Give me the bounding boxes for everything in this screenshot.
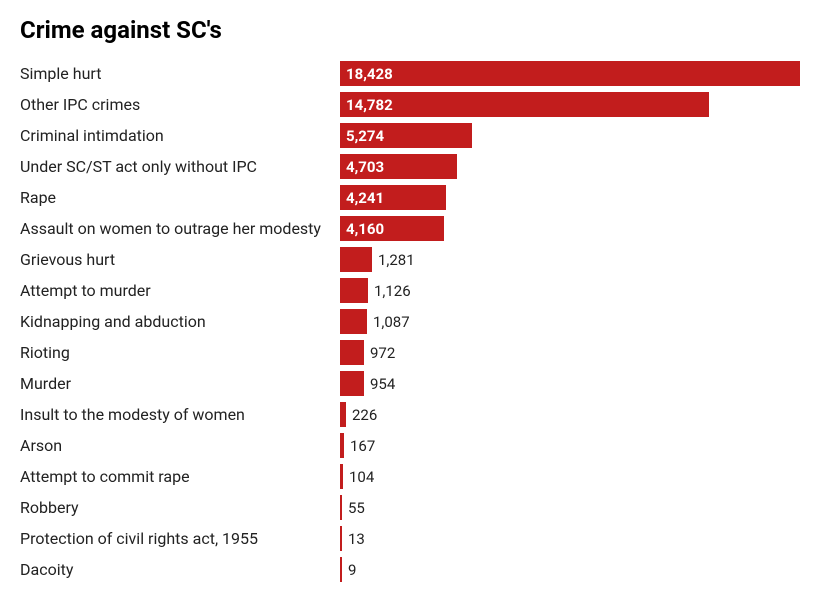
row-label: Protection of civil rights act, 1955: [20, 529, 340, 548]
chart-row: Rape4,241: [20, 182, 800, 213]
bar-value: 4,160: [340, 220, 390, 238]
row-track: 14,782: [340, 89, 800, 120]
chart-row: Attempt to commit rape104: [20, 461, 800, 492]
bar-value: 14,782: [340, 96, 399, 114]
bar: 4,703: [340, 154, 457, 179]
row-label: Other IPC crimes: [20, 95, 340, 114]
bar-value: 13: [342, 530, 371, 548]
row-label: Rioting: [20, 343, 340, 362]
row-track: 226: [340, 399, 800, 430]
row-track: 55: [340, 492, 800, 523]
row-track: 954: [340, 368, 800, 399]
row-label: Assault on women to outrage her modesty: [20, 219, 340, 238]
row-track: 104: [340, 461, 800, 492]
row-label: Arson: [20, 436, 340, 455]
row-track: 9: [340, 554, 800, 585]
row-track: 1,281: [340, 244, 800, 275]
row-label: Attempt to commit rape: [20, 467, 340, 486]
chart-row: Attempt to murder 1,126: [20, 275, 800, 306]
row-label: Murder: [20, 374, 340, 393]
chart-title: Crime against SC's: [20, 16, 800, 44]
chart-row: Criminal intimdation5,274: [20, 120, 800, 151]
chart-row: Assault on women to outrage her modesty4…: [20, 213, 800, 244]
bar-value: 104: [343, 468, 380, 486]
row-track: 13: [340, 523, 800, 554]
bar: 4,160: [340, 216, 444, 241]
row-track: 972: [340, 337, 800, 368]
row-track: 4,703: [340, 151, 800, 182]
bar-value: 9: [342, 561, 362, 579]
chart-row: Robbery55: [20, 492, 800, 523]
chart-row: Under SC/ST act only without IPC4,703: [20, 151, 800, 182]
row-label: Rape: [20, 188, 340, 207]
chart-row: Kidnapping and abduction 1,087: [20, 306, 800, 337]
bar: 18,428: [340, 61, 800, 86]
row-label: Dacoity: [20, 560, 340, 579]
bar-value: 4,703: [340, 158, 390, 176]
bar-value: 55: [342, 499, 371, 517]
row-track: 5,274: [340, 120, 800, 151]
bar: [340, 371, 364, 396]
chart-row: Simple hurt18,428: [20, 58, 800, 89]
row-label: Grievous hurt: [20, 250, 340, 269]
row-label: Robbery: [20, 498, 340, 517]
bar-value: 167: [344, 437, 381, 455]
row-track: 1,126: [340, 275, 800, 306]
row-track: 1,087: [340, 306, 800, 337]
chart-row: Arson167: [20, 430, 800, 461]
row-label: Kidnapping and abduction: [20, 312, 340, 331]
bar: 14,782: [340, 92, 709, 117]
bar-value: 954: [364, 375, 401, 393]
bar-value: 226: [346, 406, 383, 424]
bar-chart: Simple hurt18,428Other IPC crimes14,782C…: [20, 58, 800, 585]
bar-value: 1,281: [372, 251, 421, 269]
chart-row: Grievous hurt 1,281: [20, 244, 800, 275]
bar-value: 4,241: [340, 189, 390, 207]
row-label: Insult to the modesty of women: [20, 405, 340, 424]
bar: 4,241: [340, 185, 446, 210]
bar-value: 972: [364, 344, 401, 362]
row-track: 4,160: [340, 213, 800, 244]
chart-row: Murder 954: [20, 368, 800, 399]
chart-row: Other IPC crimes14,782: [20, 89, 800, 120]
bar: [340, 247, 372, 272]
bar-value: 18,428: [340, 65, 399, 83]
row-label: Simple hurt: [20, 64, 340, 83]
bar: [340, 340, 364, 365]
row-track: 4,241: [340, 182, 800, 213]
row-label: Attempt to murder: [20, 281, 340, 300]
chart-row: Rioting 972: [20, 337, 800, 368]
bar-value: 1,087: [367, 313, 416, 331]
row-track: 167: [340, 430, 800, 461]
bar-value: 1,126: [368, 282, 417, 300]
row-label: Under SC/ST act only without IPC: [20, 157, 340, 176]
bar: [340, 278, 368, 303]
chart-row: Protection of civil rights act, 195513: [20, 523, 800, 554]
chart-row: Dacoity9: [20, 554, 800, 585]
bar-value: 5,274: [340, 127, 390, 145]
row-label: Criminal intimdation: [20, 126, 340, 145]
bar: 5,274: [340, 123, 472, 148]
bar: [340, 309, 367, 334]
chart-row: Insult to the modesty of women 226: [20, 399, 800, 430]
row-track: 18,428: [340, 58, 800, 89]
